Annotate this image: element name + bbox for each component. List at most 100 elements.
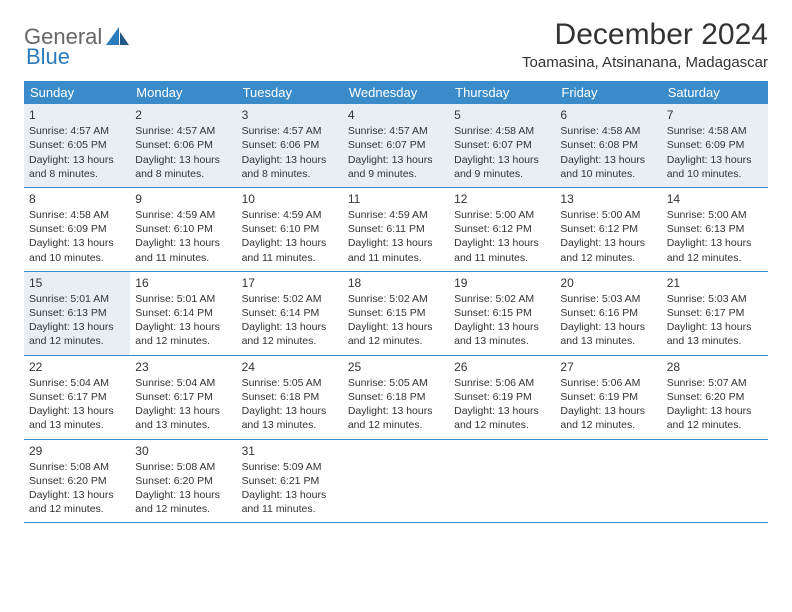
sunrise-line: Sunrise: 4:57 AM	[135, 124, 231, 138]
sunset-line: Sunset: 6:06 PM	[242, 138, 338, 152]
sunrise-line: Sunrise: 5:06 AM	[560, 376, 656, 390]
sunset-line: Sunset: 6:17 PM	[135, 390, 231, 404]
sunset-line: Sunset: 6:20 PM	[29, 474, 125, 488]
sunrise-line: Sunrise: 5:04 AM	[135, 376, 231, 390]
logo: General Blue	[24, 18, 131, 50]
weekday-header: Saturday	[662, 81, 768, 104]
day-number: 30	[135, 443, 231, 459]
calendar-day-cell: 20Sunrise: 5:03 AMSunset: 6:16 PMDayligh…	[555, 271, 661, 355]
sunrise-line: Sunrise: 5:08 AM	[29, 460, 125, 474]
calendar-day-cell: 22Sunrise: 5:04 AMSunset: 6:17 PMDayligh…	[24, 355, 130, 439]
daylight-line: Daylight: 13 hours and 13 minutes.	[560, 320, 656, 348]
day-number: 29	[29, 443, 125, 459]
sunset-line: Sunset: 6:21 PM	[242, 474, 338, 488]
sunset-line: Sunset: 6:19 PM	[454, 390, 550, 404]
calendar-body: 1Sunrise: 4:57 AMSunset: 6:05 PMDaylight…	[24, 104, 768, 523]
day-number: 2	[135, 107, 231, 123]
weekday-header: Thursday	[449, 81, 555, 104]
sunset-line: Sunset: 6:10 PM	[135, 222, 231, 236]
calendar-day-cell: 27Sunrise: 5:06 AMSunset: 6:19 PMDayligh…	[555, 355, 661, 439]
sunrise-line: Sunrise: 5:09 AM	[242, 460, 338, 474]
daylight-line: Daylight: 13 hours and 11 minutes.	[135, 236, 231, 264]
calendar-day-cell: 9Sunrise: 4:59 AMSunset: 6:10 PMDaylight…	[130, 187, 236, 271]
day-number: 6	[560, 107, 656, 123]
day-number: 20	[560, 275, 656, 291]
sunrise-line: Sunrise: 5:08 AM	[135, 460, 231, 474]
calendar-day-cell: 31Sunrise: 5:09 AMSunset: 6:21 PMDayligh…	[237, 439, 343, 523]
day-number: 3	[242, 107, 338, 123]
sunset-line: Sunset: 6:13 PM	[29, 306, 125, 320]
weekday-header: Wednesday	[343, 81, 449, 104]
calendar-day-cell: 26Sunrise: 5:06 AMSunset: 6:19 PMDayligh…	[449, 355, 555, 439]
calendar-day-cell: 25Sunrise: 5:05 AMSunset: 6:18 PMDayligh…	[343, 355, 449, 439]
sunset-line: Sunset: 6:16 PM	[560, 306, 656, 320]
day-number: 26	[454, 359, 550, 375]
sunrise-line: Sunrise: 5:00 AM	[667, 208, 763, 222]
calendar-day-cell: 15Sunrise: 5:01 AMSunset: 6:13 PMDayligh…	[24, 271, 130, 355]
daylight-line: Daylight: 13 hours and 12 minutes.	[242, 320, 338, 348]
sunrise-line: Sunrise: 5:03 AM	[667, 292, 763, 306]
weekday-header: Sunday	[24, 81, 130, 104]
sunrise-line: Sunrise: 5:02 AM	[454, 292, 550, 306]
daylight-line: Daylight: 13 hours and 12 minutes.	[454, 404, 550, 432]
daylight-line: Daylight: 13 hours and 8 minutes.	[29, 153, 125, 181]
calendar-day-cell: 6Sunrise: 4:58 AMSunset: 6:08 PMDaylight…	[555, 104, 661, 187]
sunset-line: Sunset: 6:11 PM	[348, 222, 444, 236]
daylight-line: Daylight: 13 hours and 12 minutes.	[667, 404, 763, 432]
day-number: 18	[348, 275, 444, 291]
sunset-line: Sunset: 6:14 PM	[135, 306, 231, 320]
sunset-line: Sunset: 6:05 PM	[29, 138, 125, 152]
sunset-line: Sunset: 6:18 PM	[242, 390, 338, 404]
sunset-line: Sunset: 6:13 PM	[667, 222, 763, 236]
calendar-day-cell	[449, 439, 555, 523]
sunrise-line: Sunrise: 5:07 AM	[667, 376, 763, 390]
calendar-head: SundayMondayTuesdayWednesdayThursdayFrid…	[24, 81, 768, 104]
location: Toamasina, Atsinanana, Madagascar	[522, 54, 768, 71]
sunrise-line: Sunrise: 4:58 AM	[454, 124, 550, 138]
day-number: 21	[667, 275, 763, 291]
sunset-line: Sunset: 6:09 PM	[29, 222, 125, 236]
daylight-line: Daylight: 13 hours and 11 minutes.	[454, 236, 550, 264]
sunrise-line: Sunrise: 4:59 AM	[348, 208, 444, 222]
sunrise-line: Sunrise: 4:59 AM	[135, 208, 231, 222]
calendar-day-cell: 11Sunrise: 4:59 AMSunset: 6:11 PMDayligh…	[343, 187, 449, 271]
calendar-day-cell: 28Sunrise: 5:07 AMSunset: 6:20 PMDayligh…	[662, 355, 768, 439]
sunrise-line: Sunrise: 5:06 AM	[454, 376, 550, 390]
sunrise-line: Sunrise: 5:02 AM	[348, 292, 444, 306]
header: General Blue December 2024 Toamasina, At…	[24, 18, 768, 71]
day-number: 31	[242, 443, 338, 459]
calendar-day-cell: 23Sunrise: 5:04 AMSunset: 6:17 PMDayligh…	[130, 355, 236, 439]
daylight-line: Daylight: 13 hours and 13 minutes.	[29, 404, 125, 432]
daylight-line: Daylight: 13 hours and 10 minutes.	[29, 236, 125, 264]
calendar-day-cell: 12Sunrise: 5:00 AMSunset: 6:12 PMDayligh…	[449, 187, 555, 271]
calendar-day-cell: 18Sunrise: 5:02 AMSunset: 6:15 PMDayligh…	[343, 271, 449, 355]
sunset-line: Sunset: 6:15 PM	[454, 306, 550, 320]
calendar-day-cell: 17Sunrise: 5:02 AMSunset: 6:14 PMDayligh…	[237, 271, 343, 355]
weekday-row: SundayMondayTuesdayWednesdayThursdayFrid…	[24, 81, 768, 104]
daylight-line: Daylight: 13 hours and 11 minutes.	[242, 488, 338, 516]
sunrise-line: Sunrise: 4:57 AM	[348, 124, 444, 138]
sunset-line: Sunset: 6:08 PM	[560, 138, 656, 152]
sunset-line: Sunset: 6:18 PM	[348, 390, 444, 404]
calendar-day-cell: 4Sunrise: 4:57 AMSunset: 6:07 PMDaylight…	[343, 104, 449, 187]
calendar-day-cell: 7Sunrise: 4:58 AMSunset: 6:09 PMDaylight…	[662, 104, 768, 187]
day-number: 15	[29, 275, 125, 291]
month-title: December 2024	[522, 18, 768, 52]
sunset-line: Sunset: 6:20 PM	[135, 474, 231, 488]
weekday-header: Friday	[555, 81, 661, 104]
sunrise-line: Sunrise: 5:02 AM	[242, 292, 338, 306]
daylight-line: Daylight: 13 hours and 12 minutes.	[667, 236, 763, 264]
calendar-day-cell: 30Sunrise: 5:08 AMSunset: 6:20 PMDayligh…	[130, 439, 236, 523]
sunset-line: Sunset: 6:09 PM	[667, 138, 763, 152]
daylight-line: Daylight: 13 hours and 10 minutes.	[560, 153, 656, 181]
daylight-line: Daylight: 13 hours and 9 minutes.	[454, 153, 550, 181]
sunset-line: Sunset: 6:15 PM	[348, 306, 444, 320]
daylight-line: Daylight: 13 hours and 12 minutes.	[348, 404, 444, 432]
day-number: 16	[135, 275, 231, 291]
day-number: 19	[454, 275, 550, 291]
daylight-line: Daylight: 13 hours and 12 minutes.	[29, 488, 125, 516]
day-number: 12	[454, 191, 550, 207]
sunset-line: Sunset: 6:10 PM	[242, 222, 338, 236]
calendar-day-cell: 1Sunrise: 4:57 AMSunset: 6:05 PMDaylight…	[24, 104, 130, 187]
daylight-line: Daylight: 13 hours and 8 minutes.	[242, 153, 338, 181]
